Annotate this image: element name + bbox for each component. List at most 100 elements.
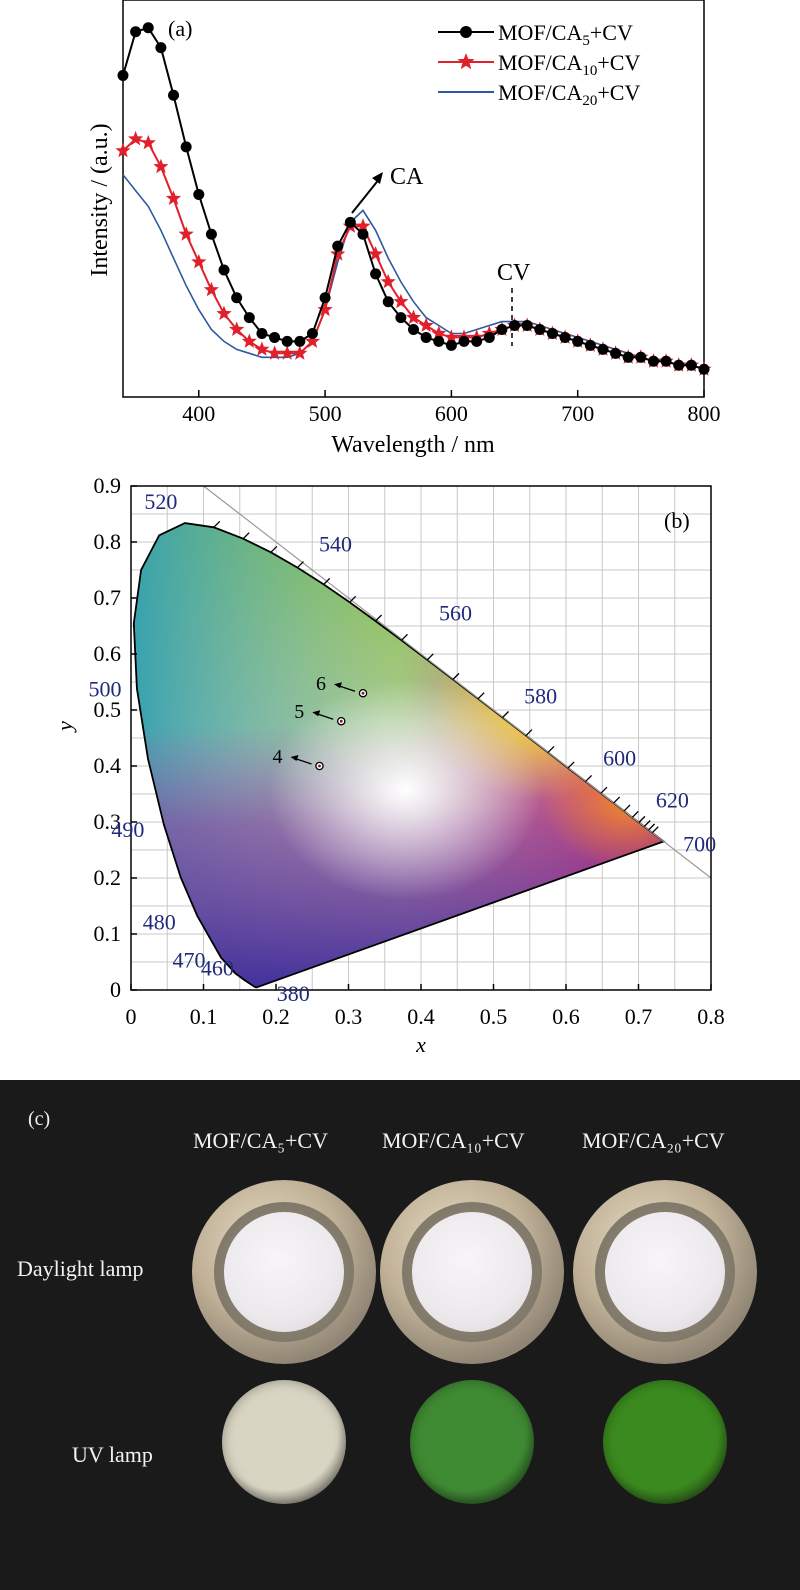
sample-point-center [339,719,343,723]
column-label-ca5: MOF/CA₅+CV [193,1128,328,1153]
data-point [673,359,685,371]
ca-label: CA [390,164,424,190]
wavelength-label: 560 [439,600,472,625]
x-tick-labels: 400 500 600 700 800 [182,390,721,426]
panel-b-tag: (b) [664,508,690,533]
data-point [443,329,459,344]
data-point [546,327,558,339]
data-point [229,321,245,336]
data-point [521,320,533,332]
data-point [395,312,407,324]
panel-c-tag: (c) [28,1108,51,1130]
x-tick-label: 0.7 [625,1004,653,1029]
data-point [254,341,270,356]
data-point [458,335,470,347]
panel-a-tag: (a) [168,16,192,41]
wavelength-label: 520 [144,489,177,514]
data-point [509,320,521,332]
data-point [317,301,333,317]
data-point [405,309,422,325]
wavelength-label: 470 [172,948,205,973]
data-point [231,292,243,304]
point-label: 4 [273,746,283,768]
data-point [380,273,396,289]
legend-entry: MOF/CA5+CV [498,20,633,49]
x-tick-label: 0.6 [552,1004,580,1029]
data-point [117,69,129,81]
data-point [243,312,255,324]
data-point [193,189,205,201]
data-point [306,327,318,339]
data-point [168,89,180,101]
y-tick-label: 0.1 [94,921,122,946]
uv-powder [603,1380,727,1504]
data-point [216,305,232,321]
photo-panel: (c) MOF/CA₅+CV MOF/CA₁₀+CV MOF/CA₂₀+CV D… [0,1080,800,1590]
data-point [330,246,346,261]
data-point [647,355,659,367]
data-point [496,324,508,336]
uv-powder [222,1380,346,1504]
x-axis-label: Wavelength / nm [331,432,495,458]
row-label-daylight: Daylight lamp [17,1256,144,1281]
data-point [660,355,672,367]
data-point [128,130,144,146]
data-point [355,218,371,233]
data-point [370,268,382,280]
data-point [431,325,447,340]
y-tick-label: 0.2 [94,865,122,890]
column-label-ca10: MOF/CA₁₀+CV [382,1128,525,1153]
data-point [115,142,131,158]
plot-frame [122,0,705,398]
data-point [622,351,634,363]
tick-labels: 0 0.1 0.2 0.3 0.4 0.5 0.6 0.7 0.8 0 0.1 0.2 0.3 0.4 0.… [94,473,725,1029]
reference-diagonal [203,485,712,879]
point-arrow-head [334,682,342,689]
legend-entry: MOF/CA20+CV [498,80,640,109]
data-point [319,292,331,304]
data-point [332,240,344,252]
wavelength-label: 380 [277,981,310,1006]
wavelength-label: 460 [201,955,234,980]
y-tick-label: 0.4 [94,753,122,778]
y-tick-label: 0 [110,977,121,1002]
emission-spectra-chart: (a) 400 500 600 700 800 Wavelength / nm Inte… [87,0,721,458]
data-point [534,324,546,336]
x-tick-label: 500 [309,401,342,426]
point-arrow-head [290,755,299,761]
data-point [344,216,356,228]
wavelength-label: 600 [603,745,636,770]
ca-arrow-line [351,177,381,214]
data-point [559,331,571,343]
data-point [256,327,268,339]
data-point [368,246,384,261]
y-axis-label: Intensity / (a.u.) [87,123,113,276]
y-tick-label: 0.9 [94,473,122,498]
daylight-powder [412,1212,532,1332]
y-tick-label: 0.5 [94,697,122,722]
data-point [393,293,409,309]
data-point [418,317,434,332]
data-point [281,335,293,347]
y-tick-label: 0.8 [94,529,122,554]
y-axis-label: y [52,721,77,733]
data-point [155,42,167,54]
data-point [483,331,495,343]
data-point [218,264,230,276]
data-point [294,335,306,347]
series-group [115,22,712,376]
wavelength-label: 540 [319,532,352,557]
x-tick-label: 0.8 [697,1004,725,1029]
data-point [241,333,257,348]
data-point [267,345,283,360]
data-point [420,331,432,343]
data-point [685,359,697,371]
point-arrow-head [312,710,321,717]
data-point [433,335,445,347]
x-tick-label: 0.2 [262,1004,290,1029]
wavelength-label: 580 [524,684,557,709]
y-tick-label: 0.3 [94,809,122,834]
daylight-powder [605,1212,725,1332]
data-point [292,345,308,360]
